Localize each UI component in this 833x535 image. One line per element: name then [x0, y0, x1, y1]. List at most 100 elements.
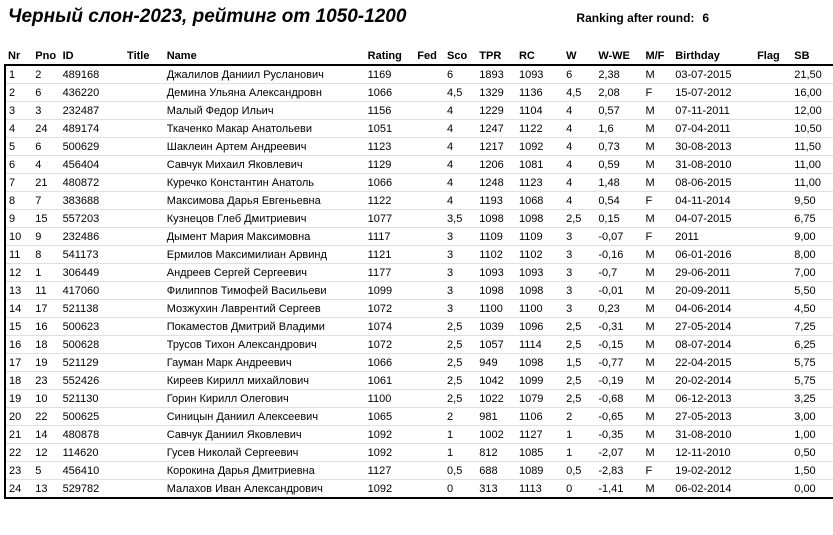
cell-tpr: 1206 — [476, 156, 516, 174]
cell-tpr: 313 — [476, 480, 516, 499]
cell-sco: 3 — [444, 264, 476, 282]
cell-pno: 2 — [32, 65, 59, 84]
cell-bday: 27-05-2014 — [672, 318, 754, 336]
cell-rating: 1099 — [365, 282, 415, 300]
cell-sco: 2,5 — [444, 318, 476, 336]
cell-w: 2,5 — [563, 372, 595, 390]
cell-name: Малахов Иван Александрович — [164, 480, 365, 499]
col-pno: Pno — [32, 48, 59, 65]
cell-id: 500623 — [60, 318, 124, 336]
cell-sco: 4 — [444, 192, 476, 210]
cell-sb: 9,00 — [791, 228, 833, 246]
cell-title — [124, 246, 164, 264]
cell-name: Дымент Мария Максимовна — [164, 228, 365, 246]
cell-sb: 5,75 — [791, 372, 833, 390]
cell-rc: 1123 — [516, 174, 563, 192]
cell-fed — [414, 102, 444, 120]
cell-bday: 07-11-2011 — [672, 102, 754, 120]
cell-nr: 22 — [5, 444, 32, 462]
cell-rating: 1092 — [365, 444, 415, 462]
cell-flag — [754, 102, 791, 120]
cell-sb: 5,75 — [791, 354, 833, 372]
cell-rating: 1117 — [365, 228, 415, 246]
cell-nr: 8 — [5, 192, 32, 210]
cell-id: 436220 — [60, 84, 124, 102]
cell-rating: 1066 — [365, 174, 415, 192]
cell-fed — [414, 390, 444, 408]
cell-tpr: 1217 — [476, 138, 516, 156]
cell-wwe: 0,15 — [595, 210, 642, 228]
cell-sb: 0,50 — [791, 444, 833, 462]
cell-sb: 3,25 — [791, 390, 833, 408]
cell-rating: 1066 — [365, 354, 415, 372]
cell-fed — [414, 408, 444, 426]
cell-bday: 03-07-2015 — [672, 65, 754, 84]
cell-flag — [754, 120, 791, 138]
cell-rc: 1099 — [516, 372, 563, 390]
cell-sb: 6,75 — [791, 210, 833, 228]
cell-tpr: 1093 — [476, 264, 516, 282]
table-row: 235456410Корокина Дарья Дмитриевна11270,… — [5, 462, 833, 480]
cell-rc: 1093 — [516, 264, 563, 282]
cell-title — [124, 65, 164, 84]
cell-nr: 4 — [5, 120, 32, 138]
cell-id: 114620 — [60, 444, 124, 462]
cell-wwe: 0,59 — [595, 156, 642, 174]
cell-rc: 1127 — [516, 426, 563, 444]
cell-nr: 19 — [5, 390, 32, 408]
cell-sb: 11,00 — [791, 156, 833, 174]
cell-rc: 1079 — [516, 390, 563, 408]
col-rc: RC — [516, 48, 563, 65]
cell-nr: 15 — [5, 318, 32, 336]
cell-wwe: -0,07 — [595, 228, 642, 246]
cell-w: 0,5 — [563, 462, 595, 480]
cell-flag — [754, 318, 791, 336]
cell-bday: 06-02-2014 — [672, 480, 754, 499]
cell-name: Покаместов Дмитрий Владими — [164, 318, 365, 336]
cell-w: 3 — [563, 300, 595, 318]
cell-title — [124, 390, 164, 408]
cell-fed — [414, 300, 444, 318]
page-title: Черный слон-2023, рейтинг от 1050-1200 — [8, 6, 406, 28]
cell-tpr: 1057 — [476, 336, 516, 354]
cell-w: 3 — [563, 264, 595, 282]
cell-rc: 1104 — [516, 102, 563, 120]
cell-sb: 0,00 — [791, 480, 833, 499]
col-rating: Rating — [365, 48, 415, 65]
cell-sb: 12,00 — [791, 102, 833, 120]
cell-rc: 1114 — [516, 336, 563, 354]
cell-id: 557203 — [60, 210, 124, 228]
cell-mf: M — [642, 390, 672, 408]
cell-pno: 12 — [32, 444, 59, 462]
cell-bday: 20-02-2014 — [672, 372, 754, 390]
cell-pno: 6 — [32, 84, 59, 102]
cell-pno: 3 — [32, 102, 59, 120]
cell-wwe: 2,38 — [595, 65, 642, 84]
cell-id: 489174 — [60, 120, 124, 138]
cell-sb: 11,50 — [791, 138, 833, 156]
cell-mf: M — [642, 300, 672, 318]
cell-sco: 2,5 — [444, 372, 476, 390]
cell-w: 1 — [563, 444, 595, 462]
cell-nr: 12 — [5, 264, 32, 282]
cell-title — [124, 480, 164, 499]
col-nr: Nr — [5, 48, 32, 65]
table-row: 1719521129Гауман Марк Андреевич10662,594… — [5, 354, 833, 372]
cell-rc: 1098 — [516, 210, 563, 228]
col-title: Title — [124, 48, 164, 65]
cell-w: 2,5 — [563, 210, 595, 228]
cell-wwe: -0,01 — [595, 282, 642, 300]
cell-mf: M — [642, 65, 672, 84]
cell-title — [124, 102, 164, 120]
cell-fed — [414, 246, 444, 264]
cell-rc: 1098 — [516, 282, 563, 300]
cell-fed — [414, 462, 444, 480]
cell-name: Корокина Дарья Дмитриевна — [164, 462, 365, 480]
cell-flag — [754, 282, 791, 300]
cell-sco: 3 — [444, 282, 476, 300]
table-row: 56500629Шаклеин Артем Андреевич112341217… — [5, 138, 833, 156]
cell-title — [124, 174, 164, 192]
cell-nr: 3 — [5, 102, 32, 120]
cell-title — [124, 156, 164, 174]
table-row: 1311417060Филиппов Тимофей Васильеви1099… — [5, 282, 833, 300]
